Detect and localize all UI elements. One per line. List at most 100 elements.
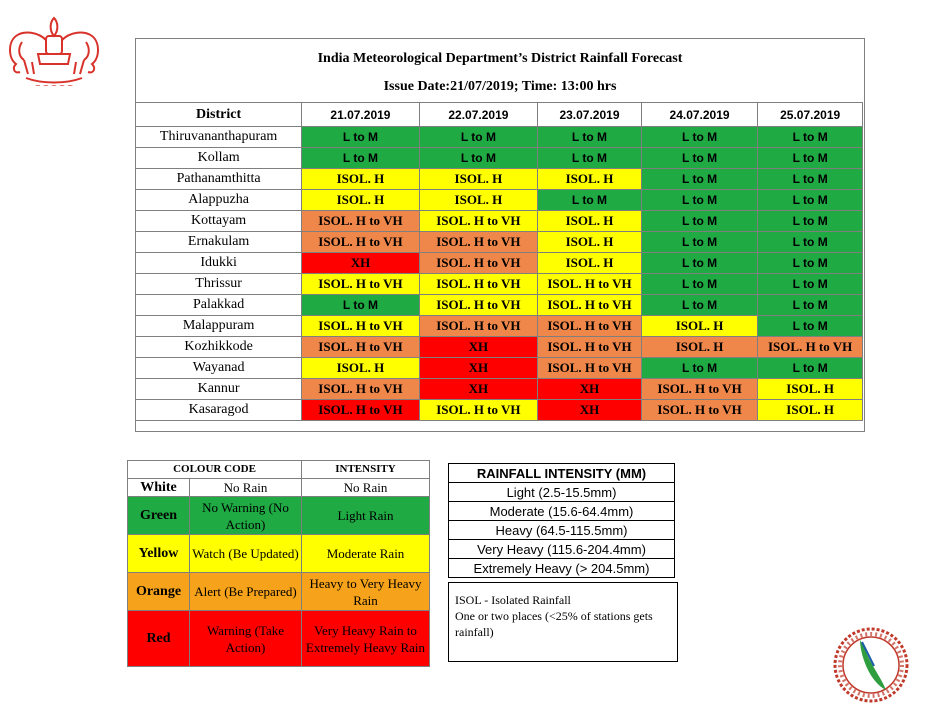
legend-row: Yellow Watch (Be Updated) Moderate Rain (127, 534, 430, 573)
date-column-header: 22.07.2019 (418, 102, 539, 127)
district-name: Idukki (134, 252, 303, 274)
forecast-cell: ISOL. H to VH (640, 399, 759, 421)
kerala-emblem-logo: ~ ~ ~ ~ ~ (2, 12, 106, 92)
legend-intensity: Light Rain (301, 496, 430, 535)
district-name: Palakkad (134, 294, 303, 316)
district-name: Kasaragod (134, 399, 303, 421)
forecast-cell: ISOL. H to VH (640, 378, 759, 400)
forecast-cell: L to M (640, 147, 759, 169)
forecast-cell: ISOL. H to VH (418, 273, 539, 295)
forecast-cell: L to M (757, 231, 863, 253)
forecast-cell: L to M (757, 189, 863, 211)
forecast-title-block: India Meteorological Department’s Distri… (136, 39, 864, 103)
svg-text:~ ~ ~ ~ ~: ~ ~ ~ ~ ~ (35, 82, 73, 90)
district-name: Kottayam (134, 210, 303, 232)
forecast-cell: L to M (640, 294, 759, 316)
district-name: Malappuram (134, 315, 303, 337)
forecast-cell: L to M (757, 168, 863, 190)
legend-colour-name: Yellow (127, 534, 190, 573)
forecast-cell: L to M (537, 147, 642, 169)
forecast-row: Kannur ISOL. H to VH XH XH ISOL. H to VH ISOL… (134, 378, 863, 400)
legend-row: Orange Alert (Be Prepared) Heavy to Very H… (127, 572, 430, 611)
forecast-row: Kottayam ISOL. H to VH ISOL. H to VH ISOL. … (134, 210, 863, 232)
forecast-cell: ISOL. H to VH (301, 378, 420, 400)
forecast-row: Kozhikkode ISOL. H to VH XH ISOL. H to VH IS… (134, 336, 863, 358)
district-name: Thrissur (134, 273, 303, 295)
forecast-cell: ISOL. H (418, 168, 539, 190)
legend-meaning: Watch (Be Updated) (189, 534, 302, 573)
legend-colour-name: Green (127, 496, 190, 535)
issue-date: Issue Date:21/07/2019; Time: 13:00 hrs (383, 79, 617, 94)
forecast-cell: L to M (640, 189, 759, 211)
legend-meaning: Warning (Take Action) (189, 610, 302, 667)
forecast-cell: ISOL. H to VH (418, 231, 539, 253)
district-name: Alappuzha (134, 189, 303, 211)
forecast-cell: XH (537, 378, 642, 400)
legend-intensity: No Rain (301, 478, 430, 497)
forecast-cell: ISOL. H (640, 336, 759, 358)
forecast-cell: ISOL. H to VH (537, 315, 642, 337)
forecast-cell: L to M (418, 126, 539, 148)
legend-colour-name: Orange (127, 572, 190, 611)
intensity-range: Very Heavy (115.6-204.4mm) (448, 539, 675, 559)
intensity-title: RAINFALL INTENSITY (MM) (448, 463, 675, 483)
intensity-row: Very Heavy (115.6-204.4mm) (448, 539, 675, 559)
district-name: Thiruvananthapuram (134, 126, 303, 148)
forecast-cell: ISOL. H to VH (301, 273, 420, 295)
forecast-cell: XH (301, 252, 420, 274)
forecast-cell: L to M (757, 315, 863, 337)
forecast-cell: ISOL. H (640, 315, 759, 337)
isol-note-line1: ISOL - Isolated Rainfall (455, 593, 571, 607)
forecast-cell: ISOL. H (301, 168, 420, 190)
forecast-cell: L to M (640, 231, 759, 253)
forecast-cell: ISOL. H (537, 231, 642, 253)
forecast-cell: L to M (757, 357, 863, 379)
legend-intensity: Moderate Rain (301, 534, 430, 573)
legend-row: Green No Warning (No Action) Light Rain (127, 496, 430, 535)
date-column-header: 24.07.2019 (640, 102, 759, 127)
legend-row: Red Warning (Take Action) Very Heavy Rain … (127, 610, 430, 667)
forecast-cell: ISOL. H (537, 252, 642, 274)
legend-row: White No Rain No Rain (127, 478, 430, 497)
district-name: Wayanad (134, 357, 303, 379)
forecast-cell: ISOL. H to VH (757, 336, 863, 358)
ksdma-logo (832, 626, 910, 704)
forecast-cell: ISOL. H to VH (301, 231, 420, 253)
forecast-cell: L to M (757, 126, 863, 148)
legend-meaning: Alert (Be Prepared) (189, 572, 302, 611)
intensity-row: Moderate (15.6-64.4mm) (448, 501, 675, 521)
forecast-row: Malappuram ISOL. H to VH ISOL. H to VH ISOL… (134, 315, 863, 337)
forecast-cell: L to M (301, 147, 420, 169)
forecast-cell: L to M (640, 273, 759, 295)
forecast-cell: XH (418, 357, 539, 379)
intensity-row: Light (2.5-15.5mm) (448, 482, 675, 502)
forecast-cell: L to M (301, 294, 420, 316)
forecast-cell: ISOL. H to VH (418, 315, 539, 337)
forecast-cell: ISOL. H to VH (537, 336, 642, 358)
district-column-header: District (134, 102, 303, 127)
intensity-range: Moderate (15.6-64.4mm) (448, 501, 675, 521)
forecast-cell: L to M (537, 189, 642, 211)
legend-meaning: No Rain (189, 478, 302, 497)
forecast-cell: ISOL. H to VH (418, 294, 539, 316)
intensity-row: Heavy (64.5-115.5mm) (448, 520, 675, 540)
forecast-cell: L to M (640, 252, 759, 274)
isol-definition-note: ISOL - Isolated Rainfall One or two plac… (448, 582, 678, 662)
colour-code-legend: COLOUR CODE INTENSITY White No Rain No Rai… (127, 460, 430, 667)
district-name: Ernakulam (134, 231, 303, 253)
forecast-grid: District 21.07.2019 22.07.2019 23.07.201… (134, 102, 863, 421)
intensity-row: Extremely Heavy (> 204.5mm) (448, 558, 675, 578)
forecast-cell: L to M (757, 210, 863, 232)
date-column-header: 21.07.2019 (301, 102, 420, 127)
forecast-cell: ISOL. H (301, 189, 420, 211)
district-name: Pathanamthitta (134, 168, 303, 190)
forecast-cell: L to M (757, 273, 863, 295)
forecast-row: Ernakulam ISOL. H to VH ISOL. H to VH ISOL.… (134, 231, 863, 253)
intensity-range: Extremely Heavy (> 204.5mm) (448, 558, 675, 578)
